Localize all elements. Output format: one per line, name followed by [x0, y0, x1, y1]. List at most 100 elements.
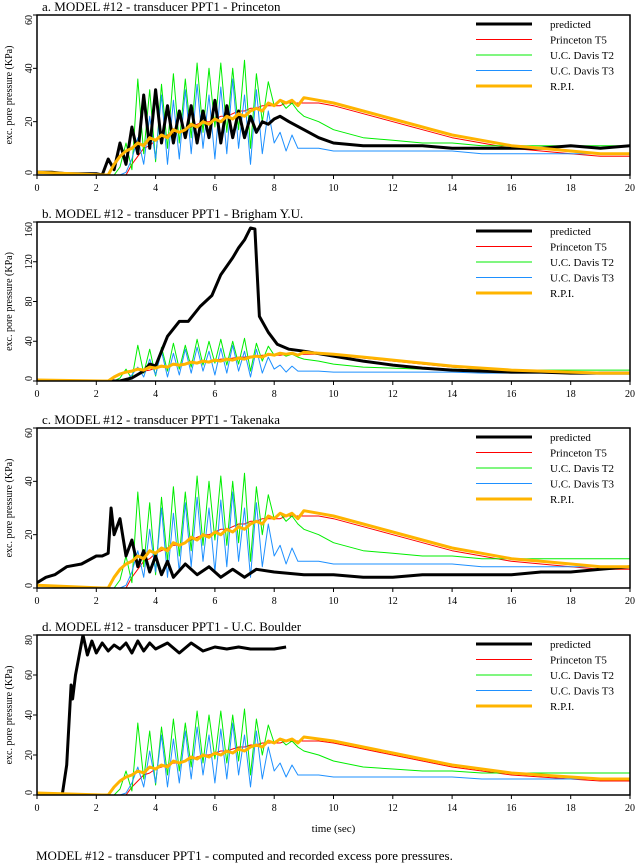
- series-u-c-davis-t3: [37, 78, 630, 175]
- x-tick-label: 16: [506, 803, 516, 814]
- legend: predicted Princeton T5 U.C. Davis T2 U.C. D…: [476, 19, 614, 93]
- series-predicted: [37, 506, 630, 584]
- y-tick-label: 0: [24, 790, 35, 795]
- x-tick-label: 12: [388, 183, 398, 194]
- legend-label: U.C. Davis T3: [550, 686, 614, 698]
- x-tick-label: 14: [447, 389, 457, 400]
- panel-title: c. MODEL #12 - transducer PPT1 - Takenak…: [42, 412, 280, 427]
- series-predicted: [37, 226, 630, 381]
- legend-label: Princeton T5: [550, 448, 607, 460]
- legend-label: U.C. Davis T2: [550, 257, 614, 269]
- series-lines: [37, 635, 630, 795]
- legend-label: U.C. Davis T3: [550, 273, 614, 285]
- x-tick-label: 0: [35, 803, 40, 814]
- series-lines: [37, 472, 630, 588]
- x-tick-label: 20: [625, 803, 635, 814]
- x-tick-label: 4: [153, 183, 158, 194]
- series-u-c-davis-t2: [37, 59, 630, 175]
- series-r-p-i: [37, 509, 630, 588]
- x-tick-label: 16: [506, 183, 516, 194]
- x-axis-label: time (sec): [312, 823, 356, 835]
- panel-b: b. MODEL #12 - transducer PPT1 - Brigham…: [4, 206, 635, 400]
- x-tick-label: 18: [566, 389, 576, 400]
- x-tick-label: 6: [212, 183, 217, 194]
- x-tick-label: 20: [625, 596, 635, 607]
- x-tick-label: 14: [447, 803, 457, 814]
- x-tick-label: 14: [447, 596, 457, 607]
- y-axis-label: exc. pore pressure (KPa): [4, 459, 15, 558]
- x-tick-label: 20: [625, 183, 635, 194]
- x-tick-label: 16: [506, 596, 516, 607]
- x-tick-label: 20: [625, 389, 635, 400]
- series-lines: [37, 59, 630, 175]
- x-tick-label: 4: [153, 596, 158, 607]
- x-tick-label: 6: [212, 596, 217, 607]
- legend-label: U.C. Davis T3: [550, 66, 614, 78]
- series-u-c-davis-t2: [37, 337, 630, 381]
- y-tick-label: 40: [24, 63, 35, 73]
- panel-title: b. MODEL #12 - transducer PPT1 - Brigham…: [42, 206, 303, 221]
- panel-title: a. MODEL #12 - transducer PPT1 - Princet…: [42, 0, 281, 14]
- y-tick-label: 60: [24, 15, 35, 25]
- x-tick-label: 18: [566, 183, 576, 194]
- legend-label: predicted: [550, 226, 591, 238]
- x-tick-label: 2: [94, 183, 99, 194]
- x-tick-label: 10: [329, 183, 339, 194]
- legend: predicted Princeton T5 U.C. Davis T2 U.C. D…: [476, 639, 614, 713]
- x-tick-label: 8: [272, 183, 277, 194]
- x-tick-label: 10: [329, 389, 339, 400]
- y-tick-label: 40: [24, 336, 35, 346]
- series-princeton-t5: [37, 740, 630, 795]
- legend-label: predicted: [550, 432, 591, 444]
- legend-label: U.C. Davis T2: [550, 50, 614, 62]
- x-tick-label: 18: [566, 596, 576, 607]
- x-tick-label: 12: [388, 389, 398, 400]
- legend-label: Princeton T5: [550, 242, 607, 254]
- legend: predicted Princeton T5 U.C. Davis T2 U.C. D…: [476, 226, 614, 300]
- y-axis-label: exc. pore pressure (KPa): [4, 252, 15, 351]
- legend-label: R.P.I.: [550, 288, 574, 300]
- legend-label: Princeton T5: [550, 655, 607, 667]
- x-tick-label: 18: [566, 803, 576, 814]
- y-axis-label: exc. pore pressure (KPa): [4, 46, 15, 145]
- y-tick-label: 0: [24, 376, 35, 381]
- series-r-p-i: [37, 350, 630, 381]
- x-tick-label: 10: [329, 596, 339, 607]
- legend-label: U.C. Davis T2: [550, 670, 614, 682]
- y-tick-label: 60: [24, 670, 35, 680]
- panel-title: d. MODEL #12 - transducer PPT1 - U.C. Bo…: [42, 619, 302, 634]
- y-tick-label: 0: [24, 583, 35, 588]
- x-tick-label: 8: [272, 803, 277, 814]
- series-predicted: [37, 635, 287, 795]
- y-tick-label: 80: [24, 297, 35, 307]
- panel-a: a. MODEL #12 - transducer PPT1 - Princet…: [4, 0, 635, 194]
- x-tick-label: 2: [94, 389, 99, 400]
- legend-label: U.C. Davis T3: [550, 479, 614, 491]
- series-lines: [37, 226, 630, 381]
- x-tick-label: 4: [153, 803, 158, 814]
- x-tick-label: 12: [388, 596, 398, 607]
- legend-label: predicted: [550, 19, 591, 31]
- x-tick-label: 16: [506, 389, 516, 400]
- legend-label: U.C. Davis T2: [550, 463, 614, 475]
- x-tick-label: 2: [94, 596, 99, 607]
- x-tick-label: 6: [212, 389, 217, 400]
- x-tick-label: 12: [388, 803, 398, 814]
- y-tick-label: 20: [24, 530, 35, 540]
- series-princeton-t5: [37, 353, 630, 381]
- panel-c: c. MODEL #12 - transducer PPT1 - Takenak…: [4, 412, 635, 607]
- x-tick-label: 0: [35, 389, 40, 400]
- x-tick-label: 0: [35, 183, 40, 194]
- series-u-c-davis-t3: [37, 491, 630, 588]
- y-tick-label: 40: [24, 710, 35, 720]
- legend: predicted Princeton T5 U.C. Davis T2 U.C. D…: [476, 432, 614, 506]
- series-u-c-davis-t3: [37, 722, 630, 795]
- x-tick-label: 6: [212, 803, 217, 814]
- y-tick-label: 60: [24, 428, 35, 438]
- series-r-p-i: [37, 735, 630, 795]
- x-tick-label: 0: [35, 596, 40, 607]
- y-tick-label: 80: [24, 635, 35, 645]
- legend-label: R.P.I.: [550, 701, 574, 713]
- legend-label: R.P.I.: [550, 494, 574, 506]
